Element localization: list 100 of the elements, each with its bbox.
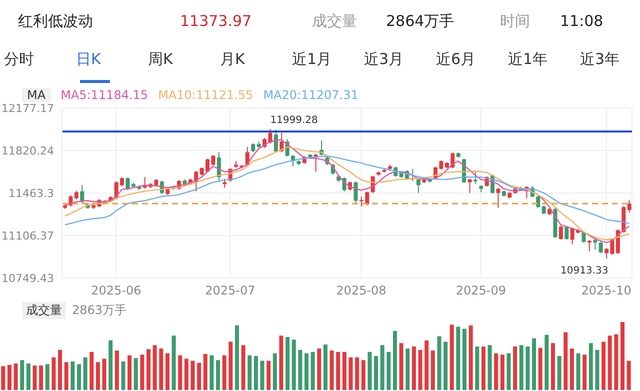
bar [184, 358, 188, 390]
text: 月K [220, 50, 245, 69]
bar [392, 330, 397, 390]
text: 成交量 [312, 12, 357, 31]
bar [45, 364, 50, 390]
bar [248, 355, 252, 390]
y-tick-label: 11106.37 [2, 229, 54, 242]
bar [570, 348, 574, 390]
candlestick [80, 184, 84, 204]
bar [500, 354, 504, 390]
bar [304, 353, 308, 390]
bar [1, 366, 6, 390]
candlestick [627, 200, 632, 213]
bar [52, 357, 56, 390]
bar [336, 352, 340, 390]
text: MA20:11207.31 [263, 88, 358, 102]
bar [134, 358, 138, 390]
bar [424, 340, 429, 390]
bar [626, 360, 631, 390]
bar [317, 348, 322, 390]
bar [506, 353, 511, 390]
bar [172, 336, 176, 390]
text: 近3月 [364, 50, 404, 69]
bar [614, 334, 618, 390]
bar [39, 366, 44, 390]
candlestick [558, 225, 563, 240]
candlestick [126, 176, 130, 191]
y-tick-label: 10749.43 [2, 272, 54, 285]
bar [588, 343, 593, 390]
bar [462, 328, 466, 390]
bar [602, 342, 606, 390]
bar [203, 354, 208, 390]
bar [58, 350, 62, 390]
bar [32, 366, 37, 390]
x-tick-label: 2025-07 [205, 284, 256, 298]
text: 近3年 [580, 50, 620, 69]
text: 11:08 [560, 12, 604, 30]
bar [481, 346, 486, 390]
bar [165, 353, 170, 390]
bar [210, 355, 214, 390]
text: 2864万手 [386, 12, 454, 31]
bar [437, 336, 442, 390]
bar [128, 355, 132, 390]
bar [146, 349, 150, 390]
bar [430, 350, 435, 390]
x-tick-label: 2025-09 [456, 284, 506, 298]
bar [488, 345, 492, 390]
bar [475, 346, 480, 390]
x-tick-label: 2025-06 [91, 284, 142, 298]
line-series [64, 156, 630, 226]
x-tick-label: 2025-08 [336, 284, 386, 298]
bar [355, 357, 360, 390]
bar [323, 344, 328, 390]
bar [342, 352, 346, 390]
bar [26, 363, 30, 390]
bar [222, 355, 226, 390]
bar [468, 325, 473, 390]
bar [368, 352, 372, 390]
bar [114, 350, 119, 390]
text: 近1月 [292, 50, 332, 69]
bar [140, 354, 144, 390]
bar [374, 356, 378, 390]
bar [76, 364, 81, 390]
chart-title: 成交量 [22, 302, 66, 319]
bar [178, 355, 182, 390]
bar [159, 348, 164, 390]
bar [412, 346, 416, 390]
bar [83, 357, 88, 390]
annotation: 11999.28 [270, 115, 318, 126]
bar [450, 324, 454, 390]
bar [380, 345, 384, 390]
candlestick [598, 241, 603, 254]
bar [216, 360, 220, 390]
text: MA10:11121.55 [158, 88, 254, 102]
text: 近6月 [436, 50, 476, 69]
bar [538, 348, 542, 390]
bar [456, 326, 460, 390]
text: 11373.97 [180, 12, 252, 30]
bar [576, 353, 580, 390]
bar [286, 336, 290, 390]
candlestick [416, 178, 420, 194]
bar [418, 350, 422, 390]
candlestick [496, 188, 500, 208]
bar [64, 362, 68, 390]
bar [494, 353, 498, 390]
bar [70, 361, 75, 390]
text: 时间 [500, 12, 530, 31]
bar [90, 352, 94, 390]
bar [234, 325, 239, 390]
bar [14, 363, 18, 390]
bar [190, 360, 195, 390]
chart-title: 红利低波动 [18, 12, 93, 31]
bar [386, 352, 391, 390]
bar [444, 342, 448, 390]
bar [272, 353, 277, 390]
bar [20, 360, 24, 390]
bar [399, 343, 404, 390]
text: 近1年 [508, 50, 548, 69]
bar [241, 345, 246, 390]
legend-title: MA [22, 88, 51, 102]
